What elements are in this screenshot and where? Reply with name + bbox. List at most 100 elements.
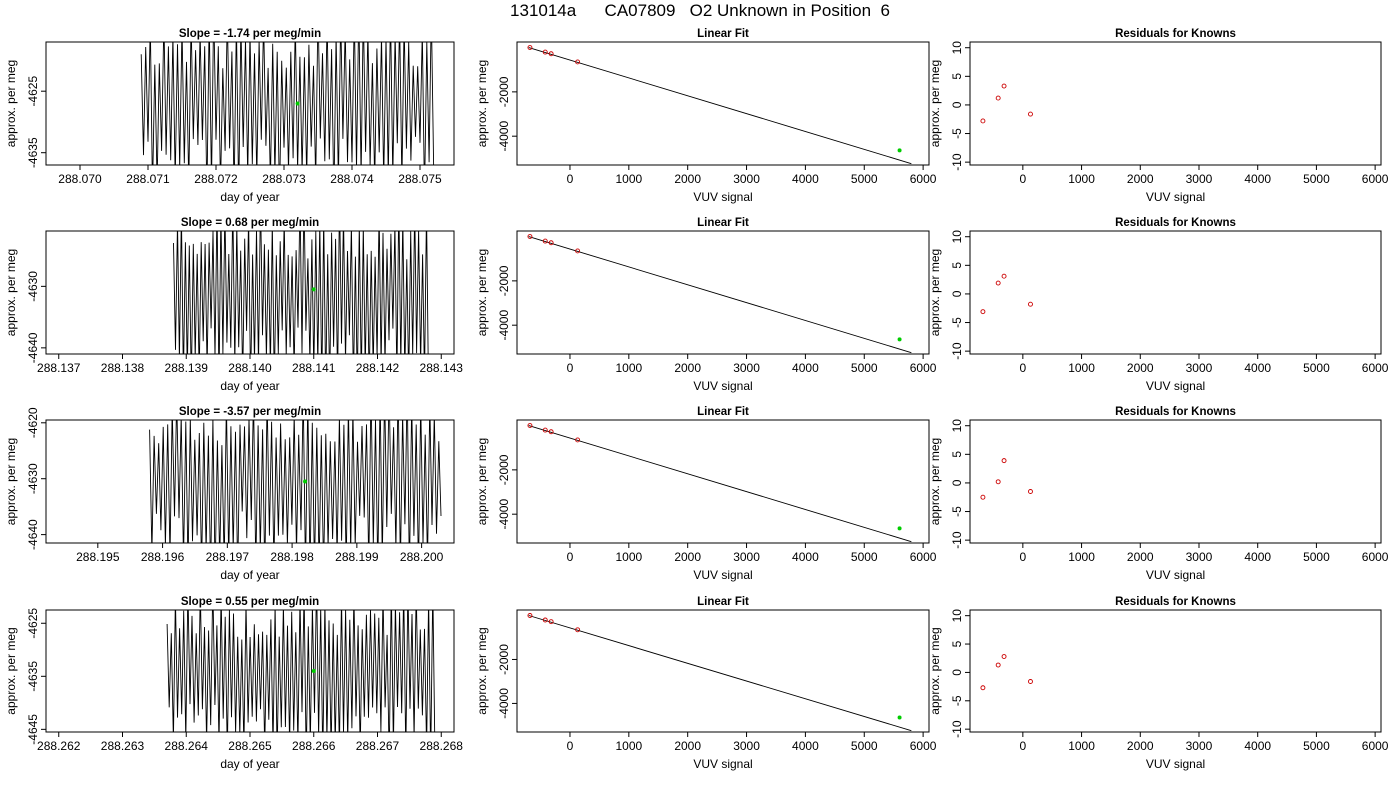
x-tick-label: 6000	[1362, 739, 1389, 753]
y-tick-label: -10	[950, 342, 964, 360]
x-tick-label: 3000	[733, 739, 760, 753]
y-tick-label: -5	[950, 695, 964, 706]
known-point	[527, 45, 533, 50]
x-tick-label: 288.138	[101, 361, 145, 375]
residual-point	[1001, 83, 1007, 89]
signal-trace	[140, 42, 435, 165]
plot-area	[980, 458, 1033, 500]
panel-title: Residuals for Knowns	[1115, 406, 1236, 418]
panel-title: Linear Fit	[697, 28, 749, 40]
x-axis-label: day of year	[220, 379, 279, 393]
panel-1-2: Linear Fit 0 1000 2000 3000 4000 5000 6000 -2000…	[475, 28, 937, 204]
residual-point	[1028, 679, 1033, 684]
y-axis-label: approx. per meg	[928, 438, 942, 525]
y-tick-label: -5	[950, 317, 964, 328]
residual-point	[995, 479, 1001, 485]
x-tick-label: 5000	[1303, 361, 1330, 375]
y-tick-label: 5	[950, 73, 964, 80]
x-tick-label: 288.264	[165, 739, 209, 753]
plot-frame	[516, 230, 930, 355]
y-tick-label: 0	[950, 669, 964, 676]
x-tick-label: 288.137	[37, 361, 81, 375]
residual-point	[1028, 301, 1033, 307]
residual-point	[1001, 458, 1007, 464]
unknown-marker	[303, 479, 308, 484]
panel-3-1: Slope = -3.57 per meg/min 288.195 288.196 2…	[4, 406, 455, 582]
residual-point	[980, 494, 986, 500]
residual-point	[995, 662, 1001, 668]
x-tick-label: 5000	[1303, 739, 1330, 753]
panel-title: Slope = -1.74 per meg/min	[179, 28, 321, 40]
x-tick-label: 288.265	[228, 739, 272, 753]
x-tick-label: 6000	[910, 172, 937, 186]
x-tick-label: 3000	[733, 361, 760, 375]
plot-frame	[516, 41, 930, 166]
x-tick-label: 288.200	[400, 550, 444, 564]
signal-trace	[166, 610, 436, 732]
y-tick-label: -4000	[497, 688, 511, 719]
residual-point	[1028, 111, 1033, 117]
x-axis-label: VUV signal	[693, 379, 752, 393]
known-point	[548, 429, 554, 435]
y-axis-label: approx. per meg	[928, 60, 942, 147]
x-tick-label: 288.142	[356, 361, 400, 375]
x-axis-label: day of year	[220, 757, 279, 771]
x-tick-label: 6000	[910, 550, 937, 564]
unknown-marker	[295, 101, 300, 106]
residual-point	[1028, 489, 1033, 494]
plot-area	[980, 654, 1033, 691]
residual-point	[1001, 654, 1007, 659]
panel-4-2: Linear Fit 0 1000 2000 3000 4000 5000 6000 -2000…	[475, 596, 937, 771]
y-tick-label: -10	[950, 720, 964, 738]
residual-point	[980, 309, 986, 315]
y-tick-label: 10	[950, 609, 964, 623]
fit-line	[528, 615, 912, 732]
x-tick-label: 288.075	[398, 172, 442, 186]
panel-title: Linear Fit	[697, 596, 749, 608]
x-tick-label: 0	[1019, 172, 1026, 186]
x-tick-label: 0	[1019, 361, 1026, 375]
x-tick-label: 4000	[1244, 739, 1271, 753]
plot-frame	[516, 609, 930, 733]
y-tick-label: -4645	[26, 714, 40, 745]
x-tick-label: 1000	[1068, 550, 1095, 564]
x-tick-label: 288.196	[141, 550, 185, 564]
known-point	[542, 427, 548, 433]
panel-2-1: Slope = 0.68 per meg/min 288.137 288.138 28…	[4, 217, 463, 393]
x-tick-label: 0	[567, 739, 574, 753]
panel-1-1: Slope = -1.74 per meg/min 288.070 288.071 2…	[4, 28, 455, 204]
x-tick-label: 288.266	[292, 739, 336, 753]
x-tick-label: 2000	[674, 739, 701, 753]
x-tick-label: 4000	[1244, 550, 1271, 564]
unknown-point	[897, 337, 902, 342]
x-tick-label: 288.140	[228, 361, 272, 375]
known-point	[548, 240, 554, 246]
x-tick-label: 3000	[733, 172, 760, 186]
y-tick-label: -2000	[497, 454, 511, 485]
x-tick-label: 1000	[1068, 172, 1095, 186]
y-tick-label: -4635	[26, 137, 40, 168]
residual-point	[995, 280, 1001, 286]
x-tick-label: 1000	[1068, 739, 1095, 753]
x-axis-label: VUV signal	[693, 568, 752, 582]
y-axis-label: approx. per meg	[4, 438, 18, 525]
panel-title: Slope = 0.68 per meg/min	[181, 217, 319, 229]
plot-area	[980, 83, 1033, 124]
x-tick-label: 3000	[1186, 739, 1213, 753]
panel-4-1: Slope = 0.55 per meg/min 288.262 288.263 28…	[4, 596, 464, 771]
x-tick-label: 288.073	[262, 172, 306, 186]
y-tick-label: 0	[950, 479, 964, 486]
y-tick-label: 10	[950, 419, 964, 433]
x-axis-label: day of year	[220, 568, 279, 582]
x-tick-label: 4000	[1244, 361, 1271, 375]
y-tick-label: -2000	[497, 76, 511, 107]
known-point	[548, 619, 554, 625]
y-axis-label: approx. per meg	[928, 249, 942, 336]
plot-area	[980, 273, 1033, 315]
fit-line	[528, 47, 912, 165]
panel-title: Slope = -3.57 per meg/min	[179, 406, 321, 418]
y-tick-label: 10	[950, 230, 964, 244]
x-tick-label: 288.268	[420, 739, 464, 753]
panel-title: Linear Fit	[697, 217, 749, 229]
x-tick-label: 288.074	[330, 172, 374, 186]
